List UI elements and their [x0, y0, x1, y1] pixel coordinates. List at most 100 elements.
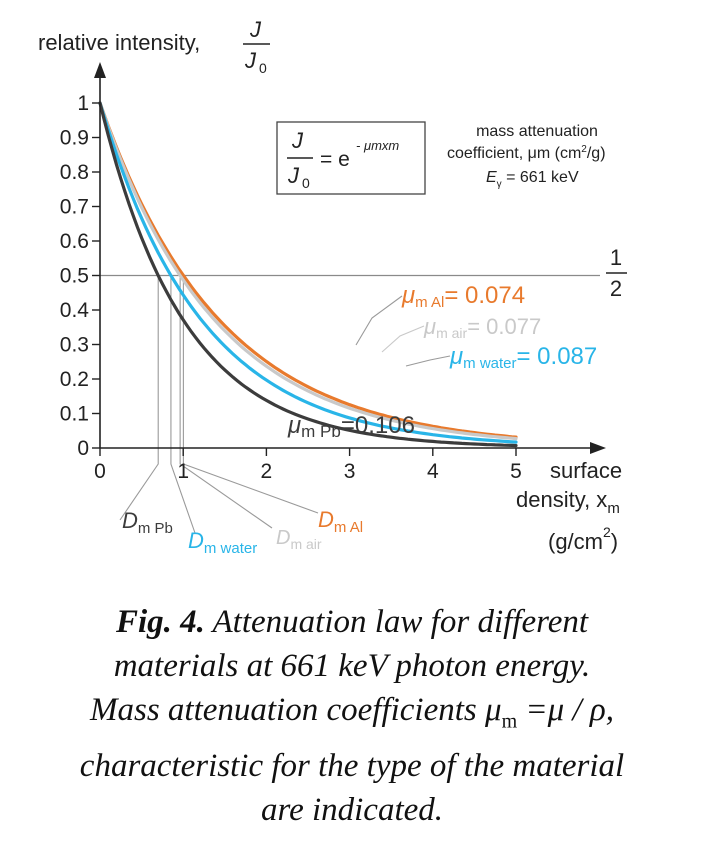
y-tick-label: 0.2: [60, 368, 89, 391]
label-mu-pb-symbol: μ: [287, 412, 301, 439]
y-tick-label: 0.4: [60, 299, 90, 322]
caption-line-4: characteristic for the type of the mater…: [79, 747, 625, 784]
x-axis-title-line2: density, xm: [516, 487, 620, 517]
info-line2-end: /g): [587, 145, 606, 162]
drop-line-air: [179, 275, 273, 529]
info-line3-sub: γ: [497, 179, 502, 190]
label-mu-water-value: = 0.087: [517, 343, 598, 370]
caption-line-3-sub: m: [501, 710, 518, 733]
x-axis-title-line2-text: density, x: [516, 487, 607, 512]
formula-box: J J 0 = e - μmxm: [276, 121, 426, 195]
formula-equals-e: = e: [320, 148, 350, 171]
label-mu-al: μm Al= 0.074: [401, 282, 525, 311]
formula-numerator: J: [291, 128, 304, 153]
y-ticks: 0 0.1 0.2 0.3 0.4 0.5 0.6 0.7 0.8 0.9 1: [60, 92, 100, 460]
info-line3-post: = 661 keV: [502, 169, 579, 186]
x-tick-label: 5: [510, 460, 522, 483]
label-d-al: Dm Al: [318, 507, 363, 536]
label-d-water-sub: m water: [204, 540, 257, 557]
curve-air: [98, 101, 518, 441]
axes: [94, 62, 606, 454]
x-axis-unit-close: ): [611, 529, 618, 554]
x-axis-arrow: [590, 442, 606, 454]
leader-line-air: [381, 325, 425, 353]
x-axis-unit-open: (g/cm: [548, 529, 603, 554]
caption-line-2: materials at 661 keV photon energy.: [113, 648, 591, 684]
info-line1: mass attenuation: [476, 123, 598, 140]
label-mu-air-symbol: μ: [423, 314, 436, 339]
label-mu-pb: μm Pb=0.106: [287, 412, 415, 441]
y-tick-label: 0.3: [60, 334, 89, 357]
info-line2: coefficient, μm (cm2/g): [447, 144, 606, 162]
x-axis-title-line1: surface: [550, 458, 622, 483]
label-mu-pb-sub: m Pb: [301, 422, 341, 441]
label-mu-pb-value: =0.106: [341, 412, 415, 439]
y-axis-title-denominator: J: [244, 48, 257, 73]
label-d-water: Dm water: [188, 528, 257, 557]
leader-line-water: [405, 355, 451, 367]
label-d-al-letter: D: [318, 507, 334, 532]
caption-line-3-pre: Mass attenuation coefficients: [89, 692, 486, 728]
curve-pb: [98, 101, 518, 448]
curves: [98, 101, 518, 448]
label-mu-al-value: = 0.074: [444, 282, 525, 309]
formula-box-frame: [276, 121, 426, 195]
label-mu-water-symbol: μ: [449, 343, 463, 370]
info-line3-e: E: [486, 169, 497, 186]
drop-line-al: [182, 275, 319, 514]
y-tick-label: 0.9: [60, 127, 89, 150]
leader-line-al: [355, 295, 403, 346]
half-marker-label: 1 2: [606, 245, 627, 301]
half-value-labels: Dm Pb Dm water Dm air Dm Al: [122, 507, 363, 557]
figure-caption: Fig. 4. Attenuation law for different ma…: [20, 600, 684, 832]
caption-line-1-rest: Attenuation law for different: [204, 604, 589, 640]
label-d-al-sub: m Al: [334, 519, 363, 536]
label-d-pb-sub: m Pb: [138, 520, 173, 537]
x-axis-title-sub: m: [607, 500, 620, 517]
y-tick-label: 0.8: [60, 161, 89, 184]
x-tick-label: 4: [427, 460, 439, 483]
label-leaders: [355, 295, 451, 367]
caption-line-3: Mass attenuation coefficients μm =μ / ρ,: [20, 688, 684, 744]
y-tick-label: 0.6: [60, 230, 89, 253]
label-d-air-letter: D: [276, 527, 290, 549]
half-value-drop-lines: [119, 275, 319, 534]
x-axis-unit: (g/cm2): [548, 524, 618, 554]
label-d-pb: Dm Pb: [122, 508, 173, 537]
label-d-air-sub: m air: [290, 536, 321, 552]
drop-line-pb: [119, 275, 159, 521]
half-denominator: 2: [610, 276, 622, 301]
label-d-pb-letter: D: [122, 508, 138, 533]
caption-line-1: Fig. 4. Attenuation law for different: [20, 600, 684, 644]
label-mu-water: μm water= 0.087: [449, 343, 597, 372]
x-tick-label: 2: [261, 460, 273, 483]
x-axis-title: surface density, xm (g/cm2): [516, 458, 622, 554]
attenuation-chart: relative intensity, J J 0 J J 0 = e - μm…: [38, 17, 627, 557]
label-mu-al-sub: m Al: [415, 294, 444, 311]
info-text: mass attenuation coefficient, μm (cm2/g)…: [447, 123, 606, 190]
caption-fig-label: Fig. 4.: [115, 604, 205, 640]
info-line2-text: coefficient, μm (cm: [447, 145, 581, 162]
x-tick-label: 1: [177, 460, 189, 483]
curve-al: [98, 101, 518, 439]
caption-line-5: are indicated.: [260, 791, 444, 828]
info-line2-sup: 2: [581, 144, 587, 155]
label-mu-water-sub: m water: [463, 355, 516, 372]
half-numerator: 1: [610, 245, 622, 270]
label-mu-air-sub: m air: [436, 325, 467, 341]
x-ticks: 0 1 2 3 4 5: [94, 448, 522, 483]
x-axis-unit-sup: 2: [603, 524, 611, 540]
y-tick-label: 0.5: [60, 265, 89, 288]
y-axis-title-denominator-sub: 0: [259, 60, 267, 76]
curve-water: [98, 101, 518, 444]
y-axis-arrow: [94, 62, 106, 78]
label-mu-air-value: = 0.077: [467, 314, 541, 339]
caption-line-3-post: =μ / ρ,: [517, 692, 614, 728]
label-mu-al-symbol: μ: [401, 282, 415, 309]
y-tick-label: 1: [77, 92, 89, 115]
y-tick-label: 0.7: [60, 196, 89, 219]
formula-denominator-sub: 0: [302, 175, 310, 191]
y-axis-title-text: relative intensity,: [38, 30, 200, 55]
y-axis-title-numerator: J: [249, 17, 262, 42]
formula-denominator: J: [287, 163, 300, 188]
